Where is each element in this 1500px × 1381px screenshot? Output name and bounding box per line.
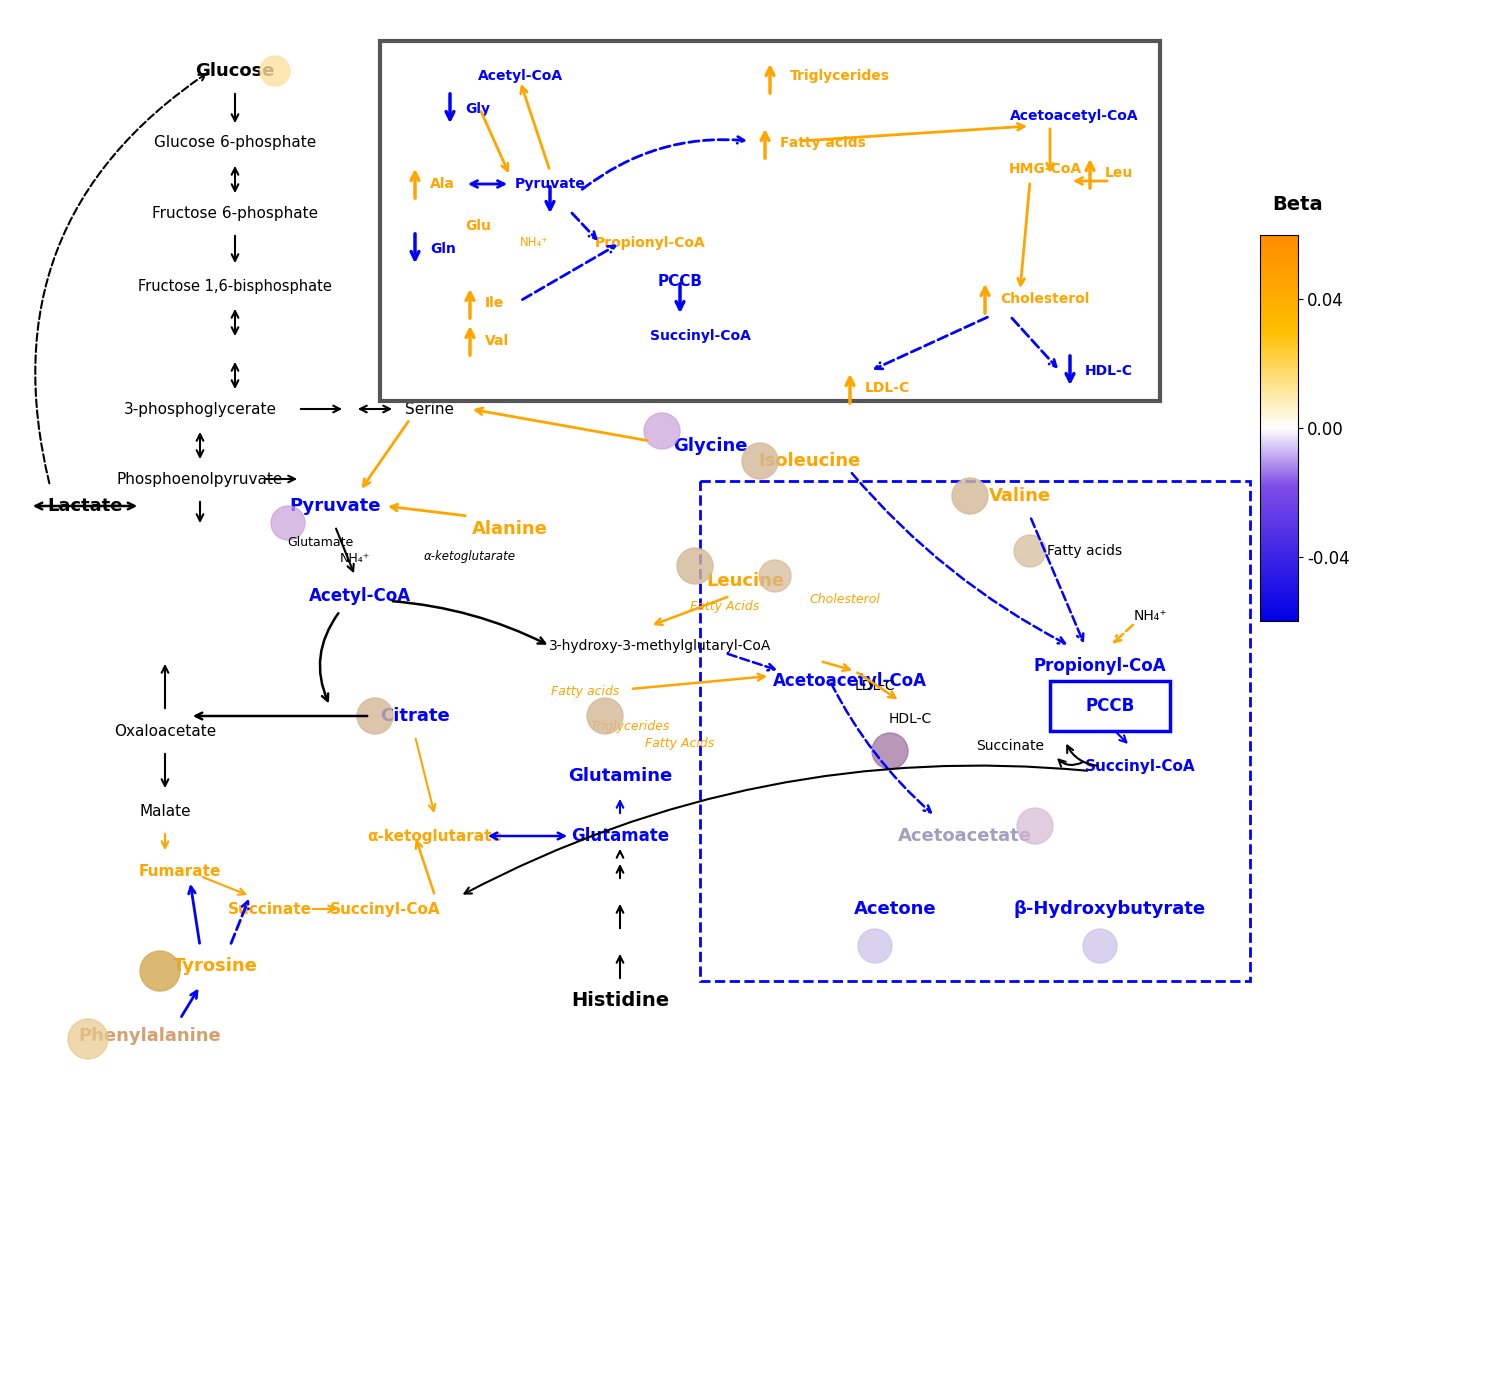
Text: α-ketoglutarate: α-ketoglutarate [368, 829, 502, 844]
Circle shape [1083, 929, 1118, 963]
Text: Leu: Leu [1106, 166, 1134, 180]
Circle shape [858, 929, 892, 963]
Circle shape [272, 505, 304, 540]
Circle shape [357, 697, 393, 733]
Text: Fatty Acids: Fatty Acids [690, 599, 759, 613]
Text: Fructose 6-phosphate: Fructose 6-phosphate [152, 206, 318, 221]
Text: Glucose: Glucose [195, 62, 274, 80]
Text: LDL-C: LDL-C [855, 679, 895, 693]
Text: LDL-C: LDL-C [865, 381, 910, 395]
Text: β-Hydroxybutyrate: β-Hydroxybutyrate [1014, 900, 1206, 918]
FancyBboxPatch shape [1050, 681, 1170, 731]
Circle shape [1014, 534, 1046, 568]
Text: Serine: Serine [405, 402, 454, 417]
Text: Citrate: Citrate [380, 707, 450, 725]
Text: PCCB: PCCB [657, 273, 702, 289]
Text: Acetoacetyl-CoA: Acetoacetyl-CoA [1010, 109, 1138, 123]
Text: Propionyl-CoA: Propionyl-CoA [1034, 657, 1167, 675]
Text: Oxaloacetate: Oxaloacetate [114, 724, 216, 739]
Text: Glutamate: Glutamate [572, 827, 669, 845]
Text: Acetyl-CoA: Acetyl-CoA [477, 69, 562, 83]
Text: PCCB: PCCB [1086, 697, 1134, 715]
Circle shape [742, 443, 778, 479]
Text: NH₄⁺: NH₄⁺ [340, 552, 370, 565]
Text: Beta: Beta [1272, 195, 1323, 214]
Text: Succinyl-CoA: Succinyl-CoA [330, 902, 441, 917]
Text: Glu: Glu [465, 220, 490, 233]
Text: Glutamate: Glutamate [286, 536, 352, 550]
Text: NH₄⁺: NH₄⁺ [520, 236, 549, 250]
Circle shape [68, 1019, 108, 1059]
Text: Fatty acids: Fatty acids [780, 135, 865, 151]
Text: Leucine: Leucine [706, 572, 785, 590]
Circle shape [140, 952, 180, 992]
Text: Lactate: Lactate [48, 497, 123, 515]
Text: Triglycerides: Triglycerides [790, 69, 889, 83]
Text: Isoleucine: Isoleucine [759, 452, 861, 470]
Text: Malate: Malate [140, 804, 190, 819]
Text: Val: Val [484, 334, 508, 348]
Text: Fatty acids: Fatty acids [550, 685, 620, 697]
Text: Acetoacetyl-CoA: Acetoacetyl-CoA [772, 673, 927, 690]
Circle shape [260, 57, 290, 86]
Circle shape [644, 413, 680, 449]
Text: Succinate: Succinate [976, 739, 1044, 753]
Text: Glycine: Glycine [672, 436, 747, 454]
Text: Acetone: Acetone [853, 900, 936, 918]
Text: HDL-C: HDL-C [1084, 365, 1132, 378]
Text: Ala: Ala [430, 177, 454, 191]
Text: Ile: Ile [484, 296, 504, 309]
Text: Gln: Gln [430, 242, 456, 255]
Text: Histidine: Histidine [572, 992, 669, 1011]
Text: Glucose 6-phosphate: Glucose 6-phosphate [154, 135, 316, 151]
Text: Succinate: Succinate [228, 902, 312, 917]
Circle shape [871, 733, 907, 769]
Text: Phosphoenolpyruvate: Phosphoenolpyruvate [117, 471, 284, 486]
Text: Acetoacetate: Acetoacetate [898, 827, 1032, 845]
Text: Propionyl-CoA: Propionyl-CoA [594, 236, 705, 250]
Text: Fatty acids: Fatty acids [1047, 544, 1122, 558]
Text: Alanine: Alanine [472, 521, 548, 539]
Circle shape [759, 561, 790, 592]
Circle shape [1017, 808, 1053, 844]
Text: Acetyl-CoA: Acetyl-CoA [309, 587, 411, 605]
Text: Fumarate: Fumarate [140, 863, 220, 878]
Text: Fatty Acids: Fatty Acids [645, 736, 714, 750]
Text: Succinyl-CoA: Succinyl-CoA [1084, 758, 1196, 773]
Text: Cholesterol: Cholesterol [810, 592, 880, 605]
Text: Cholesterol: Cholesterol [1000, 291, 1089, 307]
Text: Gly: Gly [465, 102, 490, 116]
Circle shape [676, 548, 712, 584]
Text: Tyrosine: Tyrosine [172, 957, 258, 975]
Text: HMG-CoA: HMG-CoA [1008, 162, 1082, 175]
FancyBboxPatch shape [380, 41, 1160, 400]
Text: Glutamine: Glutamine [568, 766, 672, 784]
Text: Pyruvate: Pyruvate [514, 177, 585, 191]
Text: HDL-C: HDL-C [888, 713, 932, 726]
Text: Pyruvate: Pyruvate [290, 497, 381, 515]
Circle shape [586, 697, 622, 733]
Text: Phenylalanine: Phenylalanine [78, 1027, 222, 1045]
Text: Succinyl-CoA: Succinyl-CoA [650, 329, 750, 342]
Text: Valine: Valine [988, 487, 1052, 505]
Text: NH₄⁺: NH₄⁺ [1132, 609, 1167, 623]
Text: 3-phosphoglycerate: 3-phosphoglycerate [123, 402, 276, 417]
Text: α-ketoglutarate: α-ketoglutarate [424, 550, 516, 562]
Text: Fructose 1,6-bisphosphate: Fructose 1,6-bisphosphate [138, 279, 332, 294]
Text: Triglycerides: Triglycerides [591, 720, 669, 732]
Text: 3-hydroxy-3-methylglutaryl-CoA: 3-hydroxy-3-methylglutaryl-CoA [549, 639, 771, 653]
Circle shape [952, 478, 988, 514]
